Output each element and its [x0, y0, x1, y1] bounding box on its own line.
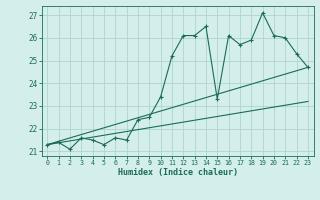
X-axis label: Humidex (Indice chaleur): Humidex (Indice chaleur)	[118, 168, 237, 177]
